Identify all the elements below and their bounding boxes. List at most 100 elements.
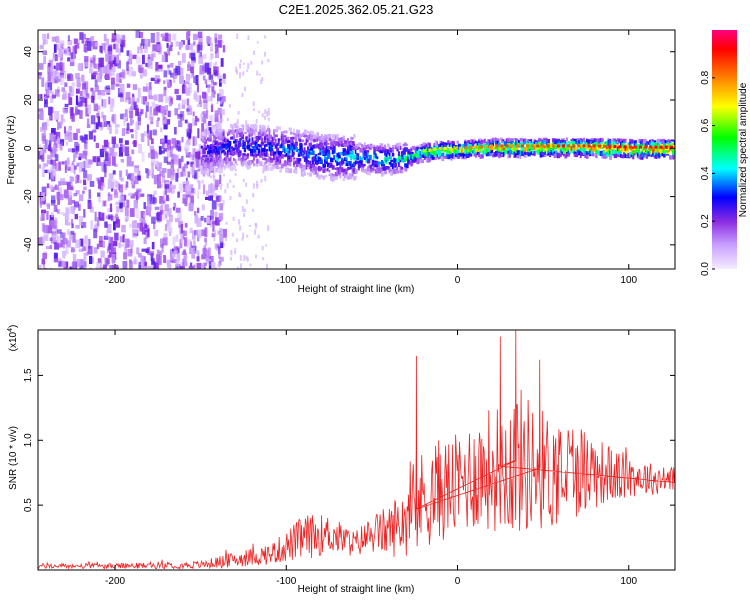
heatmap-cell [128,66,134,77]
heatmap-cell [130,243,133,254]
heatmap-cell [299,163,302,167]
heatmap-cell [102,65,108,74]
heatmap-cell [230,124,233,128]
heatmap-cell [382,163,386,167]
heatmap-cell [192,33,198,40]
heatmap-cell [291,140,294,143]
heatmap-cell [248,134,250,138]
heatmap-cell [49,185,54,190]
heatmap-cell [319,148,321,152]
heatmap-cell [237,143,240,148]
heatmap-cell [92,129,97,133]
heatmap-cell [218,149,222,160]
heatmap-cell [112,60,115,65]
heatmap-cell [508,146,511,150]
heatmap-cell [351,146,355,151]
heatmap-cell [528,143,531,148]
heatmap-cell [518,150,520,153]
heatmap-cell [259,161,263,166]
heatmap-cell [46,159,50,165]
heatmap-cell [279,126,281,131]
heatmap-cell [85,38,91,43]
heatmap-cell [43,163,49,167]
heatmap-cell [100,66,104,77]
heatmap-cell [56,229,62,234]
heatmap-cell [263,144,266,149]
heatmap-cell [73,38,78,45]
heatmap-cell [202,132,206,137]
heatmap-cell [270,157,273,161]
heatmap-cell [652,148,655,154]
heatmap-cell [109,265,114,269]
heatmap-cell [502,141,505,145]
heatmap-cell [481,154,484,158]
heatmap-cell [451,153,455,159]
heatmap-cell [64,48,70,56]
heatmap-cell [325,151,328,154]
heatmap-cell [464,149,467,154]
heatmap-cell [388,162,392,165]
heatmap-cell [294,166,298,171]
heatmap-cell [93,228,98,239]
heatmap-cell [622,153,626,158]
heatmap-cell [168,102,172,107]
heatmap-cell [41,77,45,87]
heatmap-cell [139,218,143,222]
heatmap-cell [342,138,345,142]
heatmap-cell [330,173,333,176]
heatmap-cell [200,114,204,118]
heatmap-cell [84,98,87,104]
heatmap-cell [344,152,347,155]
heatmap-cell [401,169,404,174]
heatmap-cell [262,257,265,261]
heatmap-cell [176,253,181,261]
heatmap-cell [58,161,61,171]
heatmap-cell [52,52,55,59]
heatmap-cell [228,165,231,169]
heatmap-cell [331,177,335,182]
heatmap-cell [132,84,138,90]
heatmap-cell [111,265,115,269]
heatmap-cell [54,217,58,226]
heatmap-cell [236,238,239,242]
heatmap-cell [621,149,624,152]
heatmap-cell [262,124,265,128]
heatmap-cell [219,118,224,122]
heatmap-cell [141,263,144,269]
heatmap-cell [115,264,119,269]
heatmap-cell [368,167,372,170]
heatmap-cell [260,141,265,144]
heatmap-cell [213,62,216,70]
heatmap-cell [160,238,164,248]
heatmap-cell [410,160,414,166]
heatmap-cell [208,121,212,126]
heatmap-cell [254,129,258,132]
heatmap-cell [124,246,128,255]
heatmap-cell [160,202,164,207]
heatmap-cell [324,134,326,138]
heatmap-cell [331,165,335,170]
heatmap-cell [592,144,596,148]
heatmap-cell [54,144,58,152]
snr-panel: -200 -100 0 100 0.51.01.5 Height of straigh… [7,325,676,595]
heatmap-cell [163,86,167,97]
heatmap-cell [359,156,362,161]
heatmap-cell [219,148,222,154]
heatmap-cell [305,164,308,170]
heatmap-cell [64,70,67,80]
heatmap-cell [525,146,528,152]
heatmap-cell [38,164,42,169]
heatmap-cell [174,218,180,223]
heatmap-cell [253,156,255,161]
heatmap-cell [428,157,431,162]
heatmap-cell [168,95,172,104]
heatmap-cell [47,33,50,39]
heatmap-cell [260,128,264,133]
heatmap-cell [119,195,125,202]
heatmap-cell [217,163,221,166]
heatmap-cell [539,146,542,151]
heatmap-cell [333,149,336,154]
colorbar-tick-label: 0.6 [700,118,711,132]
heatmap-cell [639,145,642,149]
heatmap-cell [118,138,123,144]
